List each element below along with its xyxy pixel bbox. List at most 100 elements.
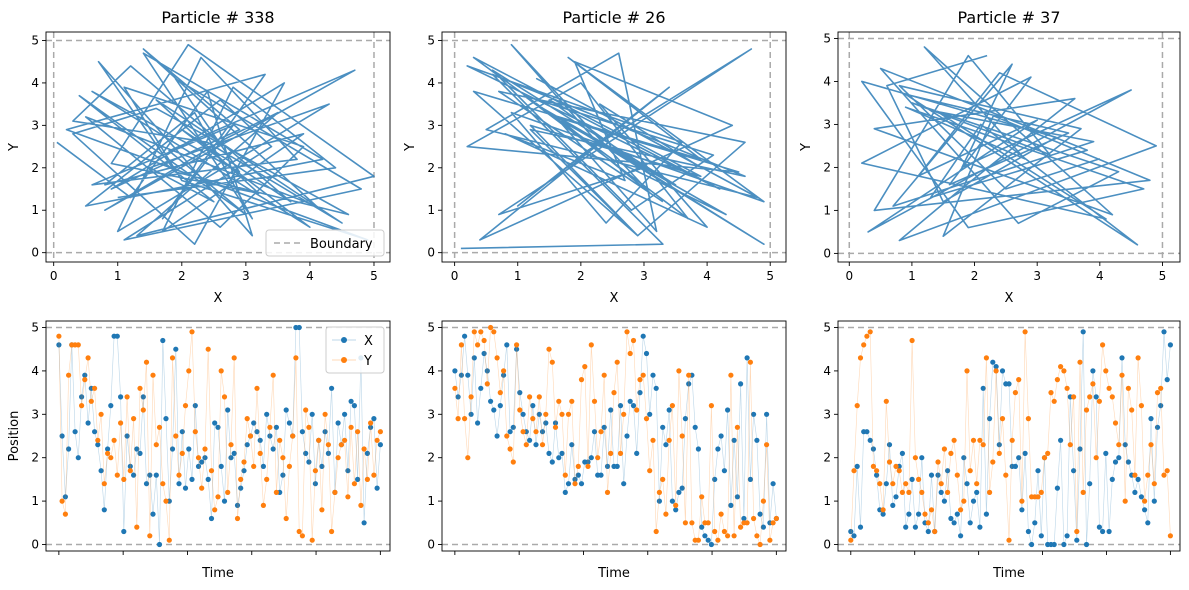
legend-swatch-marker: [341, 337, 347, 343]
series-x-point: [491, 407, 497, 413]
axes-frame: [441, 320, 787, 552]
series-y-point: [666, 437, 672, 443]
axes-frame: [441, 31, 787, 263]
series-y-point: [1006, 537, 1012, 543]
series-y-point: [767, 537, 773, 543]
series-y-point: [468, 394, 474, 400]
series-y-point: [530, 416, 536, 422]
legend-boundary-label: Boundary: [310, 237, 373, 252]
series-y-point: [527, 394, 533, 400]
series-x-point: [598, 472, 604, 478]
series-y-point: [260, 502, 266, 508]
series-y-point: [88, 398, 94, 404]
series-x-point: [319, 463, 325, 469]
series-x-point: [747, 476, 754, 482]
series-y-point: [751, 515, 757, 522]
series-y-point: [481, 337, 487, 344]
series-x-point: [1071, 468, 1077, 474]
series-x-point: [280, 472, 286, 478]
series-x-point: [692, 424, 698, 430]
series-y-point: [465, 455, 471, 461]
series-x-point: [254, 429, 260, 435]
series-y-point: [874, 468, 880, 474]
series-y-point: [1138, 403, 1144, 409]
y-tick-label: 2: [31, 451, 39, 465]
series-y-point: [1064, 385, 1070, 391]
series-y-point: [1167, 533, 1173, 539]
series-y-point: [280, 455, 286, 461]
series-x-point: [1096, 524, 1102, 530]
series-x-point: [1138, 494, 1144, 500]
series-y-point: [728, 372, 734, 378]
series-y-point: [309, 537, 315, 543]
series-y-point: [1003, 472, 1009, 478]
series-x-point: [637, 390, 643, 396]
x-axis-label: X: [214, 291, 223, 306]
series-x-point: [329, 385, 335, 391]
series-y-point: [1038, 489, 1044, 495]
series-x-point: [903, 524, 909, 530]
series-y-point: [488, 324, 494, 331]
series-y-point: [1054, 377, 1060, 383]
series-y-point: [1016, 377, 1022, 383]
series-x-point: [1032, 520, 1038, 526]
y-tick-label: 4: [31, 364, 39, 378]
series-y-point: [82, 377, 88, 383]
series-y-point: [705, 520, 711, 526]
y-tick-label: 4: [427, 76, 435, 90]
series-x-point: [562, 489, 568, 495]
series-y-line: [454, 326, 777, 545]
series-x-point: [666, 407, 672, 413]
series-x-point: [640, 333, 646, 339]
series-x-point: [893, 494, 899, 500]
series-x-point: [996, 442, 1002, 448]
series-y-point: [377, 429, 383, 435]
subplot-title: Particle # 26: [562, 8, 665, 27]
series-x-point: [617, 403, 624, 409]
series-y-point: [234, 515, 241, 522]
plot-area: [452, 324, 780, 548]
series-y-point: [1022, 329, 1028, 335]
series-y-point: [1019, 498, 1025, 504]
y-tick-label: 5: [427, 33, 435, 47]
series-x-point: [751, 411, 757, 417]
series-y-point: [945, 489, 951, 495]
series-x-point: [364, 450, 370, 456]
series-x-point: [912, 524, 919, 530]
series-y-point: [686, 372, 692, 378]
series-y-point: [870, 463, 877, 469]
legend: XY: [325, 326, 385, 374]
series-y-point: [290, 433, 296, 439]
series-x-point: [870, 446, 877, 452]
series-x-point: [770, 481, 776, 487]
series-y-point: [1067, 442, 1073, 448]
series-x-point: [335, 420, 341, 426]
series-y-point: [899, 489, 906, 495]
series-y-point: [494, 355, 500, 361]
series-y-point: [251, 463, 257, 469]
series-x-point: [497, 403, 503, 409]
series-y-point: [543, 411, 549, 417]
series-x-point: [1016, 455, 1022, 461]
series-y-point: [85, 355, 91, 361]
series-x-point: [1022, 450, 1028, 456]
series-x-point: [199, 459, 205, 465]
series-y-point: [345, 494, 351, 500]
series-x-point: [669, 498, 676, 504]
series-x-point: [993, 364, 999, 370]
series-y-point: [510, 459, 516, 465]
series-y-point: [669, 403, 676, 409]
series-y-point: [182, 403, 189, 409]
series-y-point: [848, 537, 854, 543]
series-x-point: [854, 463, 860, 469]
series-y-point: [890, 481, 896, 487]
series-y-point: [225, 489, 231, 495]
legend-swatch-marker: [341, 357, 347, 363]
series-y-point: [462, 416, 468, 422]
series-y-point: [169, 355, 176, 361]
series-y-point: [708, 403, 715, 409]
axes-frame: [45, 31, 391, 263]
y-tick-label: 1: [427, 203, 435, 217]
series-x-point: [941, 498, 948, 504]
series-y-point: [1071, 394, 1077, 400]
